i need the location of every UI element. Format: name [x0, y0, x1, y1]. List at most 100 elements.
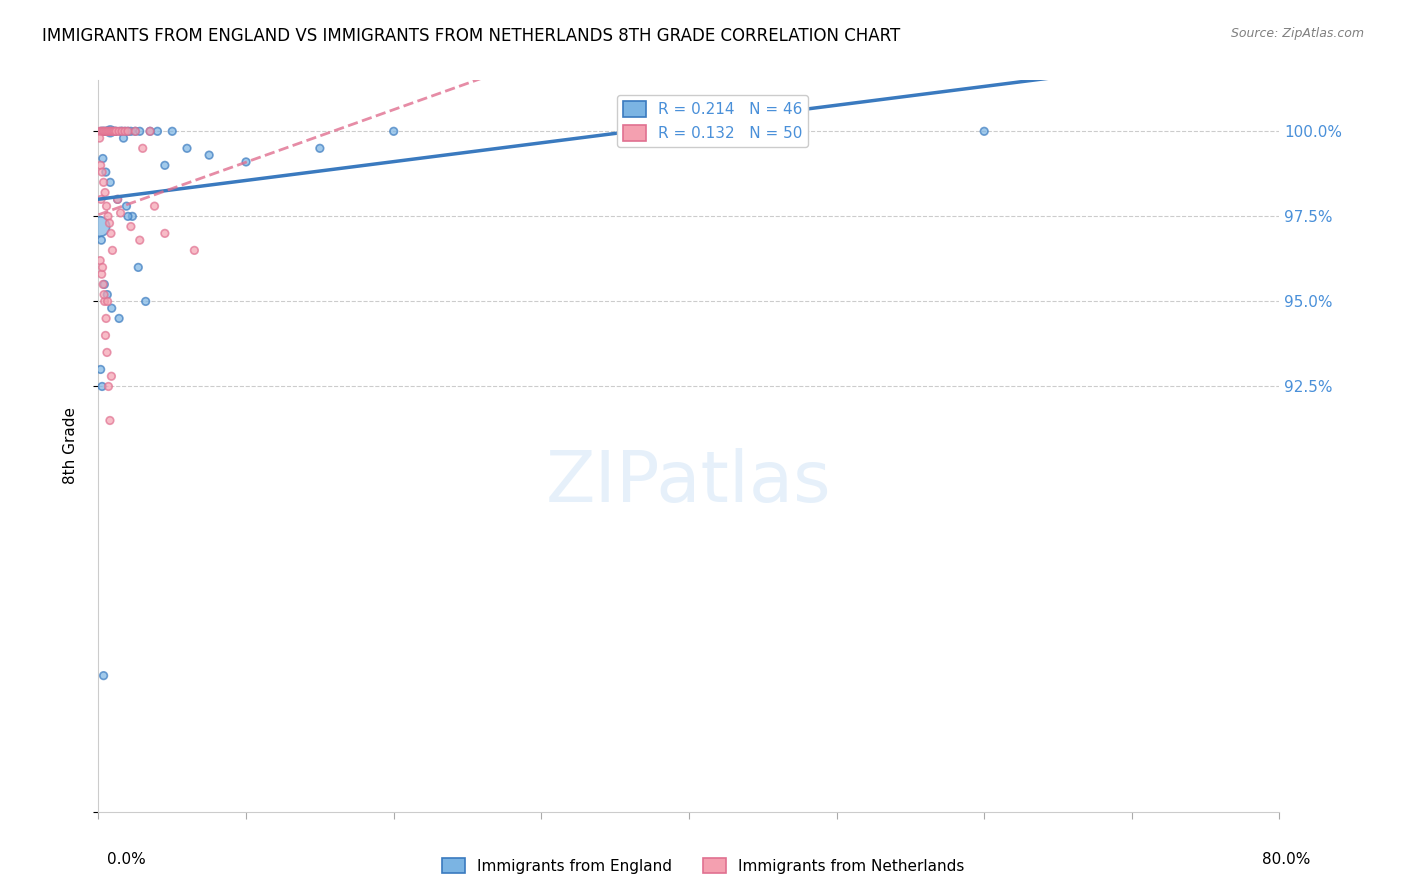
Point — [153, 227, 176, 241]
Point — [139, 124, 162, 138]
Text: Source: ZipAtlas.com: Source: ZipAtlas.com — [1230, 27, 1364, 40]
Point — [93, 668, 115, 682]
Point — [117, 210, 139, 224]
Point — [107, 192, 129, 206]
Point — [110, 206, 132, 220]
Text: IMMIGRANTS FROM ENGLAND VS IMMIGRANTS FROM NETHERLANDS 8TH GRADE CORRELATION CHA: IMMIGRANTS FROM ENGLAND VS IMMIGRANTS FR… — [42, 27, 900, 45]
Point — [115, 199, 138, 213]
Point — [117, 124, 139, 138]
Point — [91, 379, 114, 393]
Point — [94, 328, 117, 343]
Point — [104, 124, 127, 138]
Point — [90, 233, 112, 247]
Point — [91, 165, 114, 179]
Point — [96, 124, 118, 138]
Point — [91, 277, 114, 292]
Point — [93, 124, 115, 138]
Point — [132, 141, 155, 155]
Point — [93, 175, 115, 189]
Point — [153, 158, 176, 172]
Point — [89, 253, 111, 268]
Point — [89, 124, 111, 138]
Point — [135, 294, 157, 309]
Point — [90, 192, 112, 206]
Point — [108, 124, 131, 138]
Point — [124, 124, 146, 138]
Point — [100, 124, 122, 138]
Point — [96, 287, 118, 301]
Point — [91, 260, 114, 275]
Point — [89, 219, 111, 234]
Point — [127, 260, 149, 275]
Point — [94, 311, 117, 326]
Point — [98, 124, 121, 138]
Point — [89, 131, 111, 145]
Point — [91, 152, 114, 166]
Point — [93, 124, 115, 138]
Point — [103, 124, 125, 138]
Point — [117, 124, 139, 138]
Point — [97, 210, 120, 224]
Point — [139, 124, 162, 138]
Point — [96, 345, 118, 359]
Point — [124, 124, 146, 138]
Point — [114, 124, 136, 138]
Text: ZIPatlas: ZIPatlas — [546, 448, 832, 517]
Legend: R = 0.214   N = 46, R = 0.132   N = 50: R = 0.214 N = 46, R = 0.132 N = 50 — [617, 95, 808, 147]
Y-axis label: 8th Grade: 8th Grade — [63, 408, 77, 484]
Point — [98, 175, 121, 189]
Point — [91, 124, 114, 138]
Point — [112, 131, 135, 145]
Point — [120, 124, 142, 138]
Point — [104, 124, 127, 138]
Point — [121, 210, 143, 224]
Point — [97, 124, 120, 138]
Point — [100, 227, 122, 241]
Point — [143, 199, 166, 213]
Point — [183, 244, 205, 258]
Point — [105, 124, 128, 138]
Point — [162, 124, 183, 138]
Point — [120, 219, 142, 234]
Text: 80.0%: 80.0% — [1263, 852, 1310, 867]
Point — [90, 267, 112, 281]
Point — [235, 155, 257, 169]
Legend: Immigrants from England, Immigrants from Netherlands: Immigrants from England, Immigrants from… — [436, 852, 970, 880]
Point — [90, 124, 112, 138]
Point — [146, 124, 169, 138]
Point — [90, 158, 112, 172]
Point — [111, 124, 134, 138]
Point — [94, 124, 117, 138]
Point — [198, 148, 221, 162]
Point — [97, 379, 120, 393]
Point — [128, 233, 150, 247]
Point — [110, 124, 132, 138]
Point — [93, 294, 115, 309]
Point — [107, 192, 129, 206]
Point — [98, 216, 121, 230]
Point — [111, 124, 134, 138]
Text: 0.0%: 0.0% — [107, 852, 146, 867]
Point — [100, 301, 122, 316]
Point — [97, 294, 120, 309]
Point — [96, 199, 118, 213]
Point — [98, 413, 121, 427]
Point — [91, 124, 114, 138]
Point — [90, 362, 112, 376]
Point — [94, 165, 117, 179]
Point — [108, 311, 131, 326]
Point — [98, 124, 121, 138]
Point — [309, 141, 332, 155]
Point — [93, 287, 115, 301]
Point — [103, 124, 125, 138]
Point — [128, 124, 150, 138]
Point — [382, 124, 405, 138]
Point — [90, 124, 112, 138]
Point — [114, 124, 136, 138]
Point — [93, 277, 115, 292]
Point — [973, 124, 995, 138]
Point — [105, 124, 128, 138]
Point — [96, 124, 118, 138]
Point — [176, 141, 198, 155]
Point — [101, 244, 124, 258]
